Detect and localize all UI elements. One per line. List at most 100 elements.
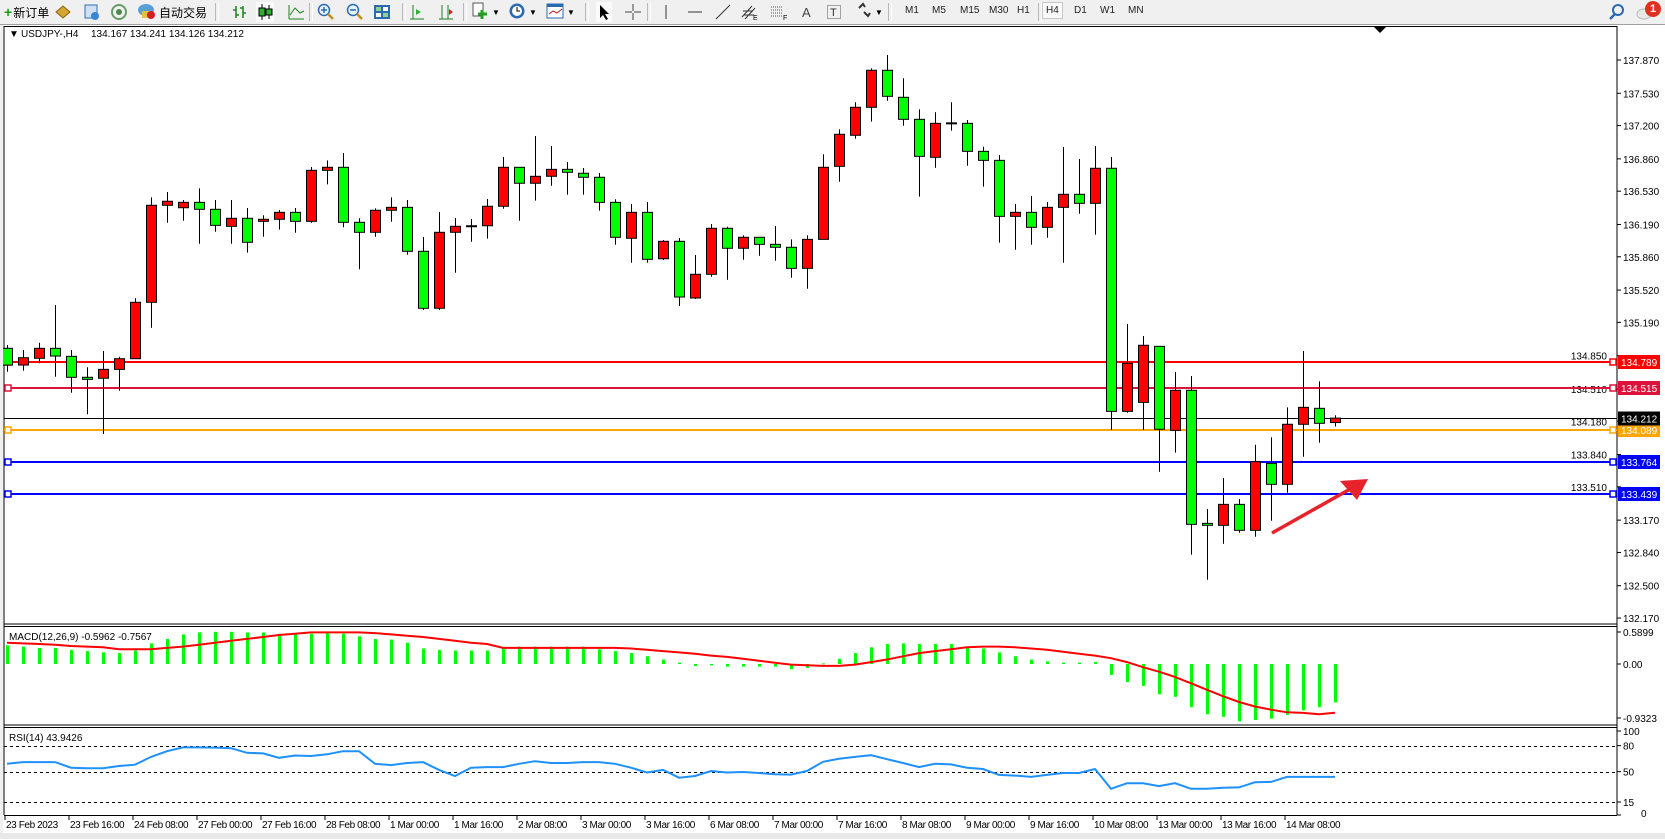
candle [802, 235, 813, 289]
timeframe-m30[interactable]: M30 [989, 5, 1009, 16]
chart-canvas[interactable]: 137.870 137.530 137.200 136.860 136.530 136.1… [2, 25, 1665, 833]
timeframe-w1[interactable]: W1 [1100, 5, 1115, 16]
macd-histogram-bar [662, 659, 665, 664]
auto-scroll-icon[interactable] [408, 2, 426, 22]
candle-body [370, 209, 381, 233]
timeframe-h4[interactable]: H4 [1042, 2, 1063, 19]
macd-histogram-bar [150, 643, 153, 664]
fibonacci-icon[interactable]: F [769, 2, 789, 22]
candle [1042, 202, 1053, 238]
macd-histogram-bar [566, 646, 569, 664]
indicators-button[interactable]: ▼ [471, 2, 500, 22]
candle [978, 146, 989, 187]
macd-histogram-bar [278, 633, 281, 664]
chart-window[interactable]: 137.870 137.530 137.200 136.860 136.530 136.1… [2, 25, 1665, 833]
candle [1010, 204, 1021, 250]
cursor-icon[interactable] [596, 2, 612, 22]
level-price-tag-text: 134.515 [1621, 384, 1658, 395]
candle [930, 112, 941, 168]
timeframe-h1[interactable]: H1 [1017, 5, 1030, 16]
candle [370, 208, 381, 237]
candle-body [722, 227, 733, 249]
timeframe-m15[interactable]: M15 [960, 5, 980, 16]
candle-body [1186, 389, 1197, 525]
candle-body [754, 236, 765, 245]
chevron-down-icon: ▼ [529, 7, 537, 17]
macd-histogram-bar [118, 653, 121, 664]
macd-histogram-bar [470, 650, 473, 664]
equidistant-channel-icon[interactable]: E [740, 2, 760, 22]
candle [146, 197, 157, 328]
rsi-tick-label: 50 [1623, 768, 1635, 779]
periods-button[interactable]: ▼ [508, 2, 537, 22]
macd-histogram-bar [598, 649, 601, 664]
price-tick-label: 135.860 [1623, 253, 1660, 264]
chart-shift-marker[interactable] [1374, 27, 1386, 33]
level-handle-left [4, 490, 12, 498]
time-tick-label: 1 Mar 16:00 [454, 820, 504, 831]
candlestick-icon[interactable] [256, 2, 274, 22]
tile-windows-icon[interactable] [373, 2, 391, 22]
macd-histogram-bar [774, 664, 777, 667]
macd-histogram-bar [1190, 664, 1193, 708]
timeframe-m1[interactable]: M1 [905, 5, 919, 16]
signals-icon[interactable] [110, 2, 128, 22]
candle [1330, 415, 1341, 427]
level-handle-right [1609, 426, 1617, 434]
candle [50, 305, 61, 377]
notification-button[interactable]: 1 [1635, 1, 1661, 22]
macd-histogram-bar [390, 639, 393, 664]
macd-tick-label: 0.00 [1623, 660, 1643, 671]
arrow-shaft [1271, 486, 1353, 535]
crosshair-icon[interactable] [624, 2, 642, 22]
rsi-tick-label: 0 [1641, 809, 1647, 820]
text-icon[interactable]: A [800, 2, 814, 22]
horizontal-line-icon[interactable] [686, 2, 704, 22]
candle-body [1090, 167, 1101, 204]
macd-histogram-bar [182, 634, 185, 664]
candle [1074, 158, 1085, 214]
candle [1314, 381, 1325, 443]
macd-histogram-bar [790, 664, 793, 670]
bar-chart-icon[interactable] [231, 2, 249, 22]
macd-histogram-bar [998, 652, 1001, 664]
zoom-in-icon[interactable] [317, 2, 335, 22]
macd-histogram-bar [358, 636, 361, 664]
text-label-icon[interactable]: T [826, 2, 842, 22]
macd-histogram-bar [1046, 661, 1049, 664]
market-watch-icon[interactable] [83, 2, 101, 22]
level-price-tag-text: 133.439 [1621, 490, 1658, 501]
new-order-button[interactable]: + 新订单 [4, 2, 49, 22]
arrows-button[interactable]: ▼ [856, 1, 883, 22]
macd-histogram-bar [326, 632, 329, 664]
trend-line-icon[interactable] [714, 2, 732, 22]
macd-histogram-bar [1222, 664, 1225, 717]
search-icon[interactable] [1608, 2, 1626, 22]
candle [290, 208, 301, 233]
candle-body [482, 205, 493, 227]
candle [1250, 444, 1261, 537]
chart-header-triangle-icon[interactable]: ▼ [9, 29, 19, 40]
candle-body [978, 150, 989, 161]
time-tick-label: 3 Mar 16:00 [646, 820, 696, 831]
zoom-out-icon[interactable] [346, 2, 364, 22]
timeframe-mn[interactable]: MN [1128, 5, 1144, 16]
line-chart-icon[interactable] [287, 2, 305, 22]
chart-shift-icon[interactable] [437, 2, 455, 22]
templates-button[interactable]: ▼ [546, 2, 575, 22]
timeframe-m5[interactable]: M5 [932, 5, 946, 16]
candle [1234, 498, 1245, 533]
time-axis: 23 Feb 2023 23 Feb 16:00 24 Feb 08:00 27 Fe… [4, 815, 1341, 831]
candle-body [18, 357, 29, 366]
candle [322, 160, 333, 185]
level-price-tag [1618, 355, 1660, 369]
price-tick-label: 133.170 [1623, 516, 1660, 527]
candle [450, 218, 461, 273]
candle-body [226, 217, 237, 227]
auto-trading-button[interactable]: 自动交易 [137, 2, 207, 22]
timeframe-d1[interactable]: D1 [1074, 5, 1087, 16]
gold-icon[interactable] [54, 2, 72, 22]
candle [418, 237, 429, 311]
vertical-line-icon[interactable] [659, 2, 673, 22]
candle-body [338, 166, 349, 223]
